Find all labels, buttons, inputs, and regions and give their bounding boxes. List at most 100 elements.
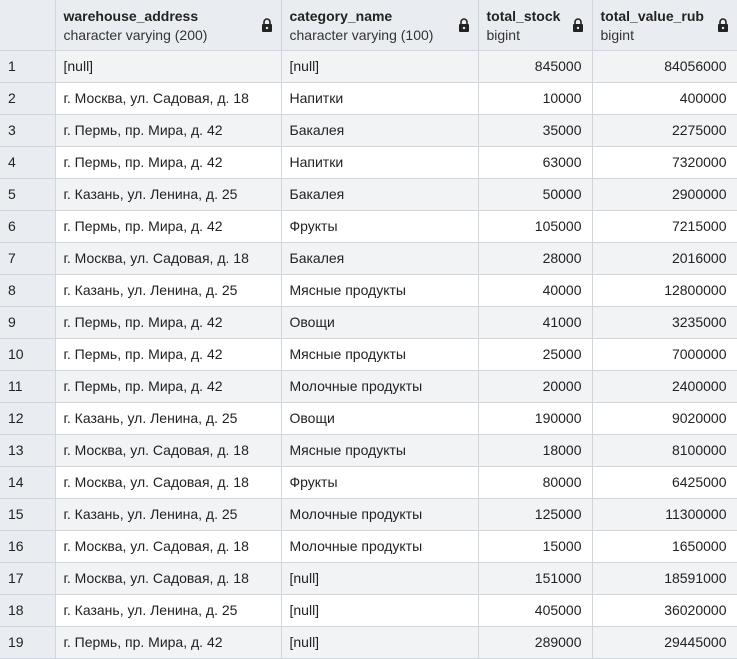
row-number[interactable]: 7 (0, 242, 56, 275)
cell-warehouse-address[interactable]: г. Пермь, пр. Мира, д. 42 (55, 114, 282, 147)
table-row[interactable]: 10 г. Пермь, пр. Мира, д. 42 Мясные прод… (0, 338, 737, 371)
cell-category-name[interactable]: [null] (281, 594, 479, 627)
table-row[interactable]: 17 г. Москва, ул. Садовая, д. 18 [null] … (0, 562, 737, 595)
cell-category-name[interactable]: Овощи (281, 402, 479, 435)
cell-total-stock[interactable]: 20000 (478, 370, 593, 403)
cell-total-value-rub[interactable]: 2275000 (592, 114, 737, 147)
column-header-total-stock[interactable]: total_stock bigint (478, 0, 593, 51)
cell-warehouse-address[interactable]: г. Пермь, пр. Мира, д. 42 (55, 370, 282, 403)
cell-warehouse-address[interactable]: г. Москва, ул. Садовая, д. 18 (55, 242, 282, 275)
cell-total-value-rub[interactable]: 3235000 (592, 306, 737, 339)
table-row[interactable]: 2 г. Москва, ул. Садовая, д. 18 Напитки … (0, 82, 737, 115)
cell-total-stock[interactable]: 50000 (478, 178, 593, 211)
table-row[interactable]: 9 г. Пермь, пр. Мира, д. 42 Овощи 41000 … (0, 306, 737, 339)
cell-total-value-rub[interactable]: 2900000 (592, 178, 737, 211)
table-row[interactable]: 13 г. Москва, ул. Садовая, д. 18 Мясные … (0, 434, 737, 467)
cell-total-stock[interactable]: 105000 (478, 210, 593, 243)
cell-total-stock[interactable]: 40000 (478, 274, 593, 307)
cell-total-value-rub[interactable]: 400000 (592, 82, 737, 115)
cell-warehouse-address[interactable]: [null] (55, 50, 282, 83)
cell-total-value-rub[interactable]: 2400000 (592, 370, 737, 403)
row-number[interactable]: 4 (0, 146, 56, 179)
cell-total-stock[interactable]: 125000 (478, 498, 593, 531)
cell-warehouse-address[interactable]: г. Пермь, пр. Мира, д. 42 (55, 210, 282, 243)
cell-category-name[interactable]: Мясные продукты (281, 434, 479, 467)
cell-total-value-rub[interactable]: 1650000 (592, 530, 737, 563)
cell-category-name[interactable]: Бакалея (281, 178, 479, 211)
cell-warehouse-address[interactable]: г. Пермь, пр. Мира, д. 42 (55, 338, 282, 371)
cell-category-name[interactable]: Фрукты (281, 466, 479, 499)
cell-warehouse-address[interactable]: г. Москва, ул. Садовая, д. 18 (55, 562, 282, 595)
cell-total-value-rub[interactable]: 7000000 (592, 338, 737, 371)
cell-warehouse-address[interactable]: г. Пермь, пр. Мира, д. 42 (55, 146, 282, 179)
cell-category-name[interactable]: Молочные продукты (281, 370, 479, 403)
row-number[interactable]: 1 (0, 50, 56, 83)
cell-total-value-rub[interactable]: 12800000 (592, 274, 737, 307)
cell-warehouse-address[interactable]: г. Москва, ул. Садовая, д. 18 (55, 434, 282, 467)
cell-total-stock[interactable]: 25000 (478, 338, 593, 371)
table-row[interactable]: 16 г. Москва, ул. Садовая, д. 18 Молочны… (0, 530, 737, 563)
cell-warehouse-address[interactable]: г. Казань, ул. Ленина, д. 25 (55, 498, 282, 531)
cell-warehouse-address[interactable]: г. Пермь, пр. Мира, д. 42 (55, 306, 282, 339)
cell-category-name[interactable]: Напитки (281, 146, 479, 179)
corner-cell[interactable] (0, 0, 56, 51)
table-row[interactable]: 11 г. Пермь, пр. Мира, д. 42 Молочные пр… (0, 370, 737, 403)
cell-total-stock[interactable]: 28000 (478, 242, 593, 275)
cell-total-stock[interactable]: 63000 (478, 146, 593, 179)
table-row[interactable]: 7 г. Москва, ул. Садовая, д. 18 Бакалея … (0, 242, 737, 275)
row-number[interactable]: 16 (0, 530, 56, 563)
cell-warehouse-address[interactable]: г. Москва, ул. Садовая, д. 18 (55, 82, 282, 115)
cell-category-name[interactable]: Молочные продукты (281, 498, 479, 531)
table-row[interactable]: 12 г. Казань, ул. Ленина, д. 25 Овощи 19… (0, 402, 737, 435)
cell-category-name[interactable]: Напитки (281, 82, 479, 115)
cell-category-name[interactable]: [null] (281, 562, 479, 595)
cell-total-value-rub[interactable]: 6425000 (592, 466, 737, 499)
cell-total-value-rub[interactable]: 2016000 (592, 242, 737, 275)
cell-warehouse-address[interactable]: г. Казань, ул. Ленина, д. 25 (55, 178, 282, 211)
cell-total-value-rub[interactable]: 9020000 (592, 402, 737, 435)
table-row[interactable]: 14 г. Москва, ул. Садовая, д. 18 Фрукты … (0, 466, 737, 499)
cell-category-name[interactable]: Овощи (281, 306, 479, 339)
row-number[interactable]: 6 (0, 210, 56, 243)
cell-total-stock[interactable]: 15000 (478, 530, 593, 563)
row-number[interactable]: 15 (0, 498, 56, 531)
cell-total-value-rub[interactable]: 7320000 (592, 146, 737, 179)
cell-total-value-rub[interactable]: 29445000 (592, 626, 737, 659)
cell-category-name[interactable]: [null] (281, 626, 479, 659)
row-number[interactable]: 2 (0, 82, 56, 115)
cell-category-name[interactable]: Фрукты (281, 210, 479, 243)
table-row[interactable]: 18 г. Казань, ул. Ленина, д. 25 [null] 4… (0, 594, 737, 627)
row-number[interactable]: 13 (0, 434, 56, 467)
cell-total-value-rub[interactable]: 36020000 (592, 594, 737, 627)
cell-total-stock[interactable]: 80000 (478, 466, 593, 499)
cell-category-name[interactable]: Мясные продукты (281, 338, 479, 371)
cell-total-stock[interactable]: 151000 (478, 562, 593, 595)
row-number[interactable]: 12 (0, 402, 56, 435)
table-row[interactable]: 8 г. Казань, ул. Ленина, д. 25 Мясные пр… (0, 274, 737, 307)
table-row[interactable]: 15 г. Казань, ул. Ленина, д. 25 Молочные… (0, 498, 737, 531)
cell-warehouse-address[interactable]: г. Пермь, пр. Мира, д. 42 (55, 626, 282, 659)
row-number[interactable]: 14 (0, 466, 56, 499)
cell-total-value-rub[interactable]: 7215000 (592, 210, 737, 243)
cell-warehouse-address[interactable]: г. Казань, ул. Ленина, д. 25 (55, 402, 282, 435)
row-number[interactable]: 9 (0, 306, 56, 339)
row-number[interactable]: 11 (0, 370, 56, 403)
cell-category-name[interactable]: [null] (281, 50, 479, 83)
column-header-total-value-rub[interactable]: total_value_rub bigint (592, 0, 737, 51)
cell-total-stock[interactable]: 190000 (478, 402, 593, 435)
cell-category-name[interactable]: Бакалея (281, 114, 479, 147)
row-number[interactable]: 18 (0, 594, 56, 627)
table-row[interactable]: 3 г. Пермь, пр. Мира, д. 42 Бакалея 3500… (0, 114, 737, 147)
cell-warehouse-address[interactable]: г. Москва, ул. Садовая, д. 18 (55, 466, 282, 499)
cell-total-value-rub[interactable]: 84056000 (592, 50, 737, 83)
cell-warehouse-address[interactable]: г. Казань, ул. Ленина, д. 25 (55, 594, 282, 627)
cell-category-name[interactable]: Бакалея (281, 242, 479, 275)
row-number[interactable]: 3 (0, 114, 56, 147)
row-number[interactable]: 5 (0, 178, 56, 211)
cell-total-stock[interactable]: 405000 (478, 594, 593, 627)
cell-total-stock[interactable]: 10000 (478, 82, 593, 115)
cell-total-value-rub[interactable]: 18591000 (592, 562, 737, 595)
column-header-warehouse-address[interactable]: warehouse_address character varying (200… (55, 0, 282, 51)
row-number[interactable]: 10 (0, 338, 56, 371)
table-row[interactable]: 1 [null] [null] 845000 84056000 (0, 50, 737, 83)
